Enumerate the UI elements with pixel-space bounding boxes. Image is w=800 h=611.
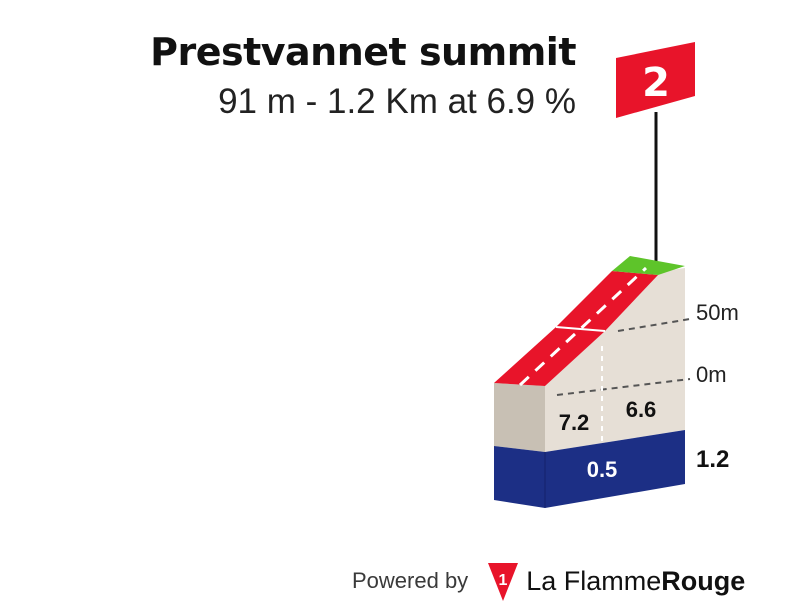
distance-base-band <box>494 430 685 508</box>
flamme-rouge-logo-icon: 1 <box>488 563 519 601</box>
climb-title: Prestvannet summit <box>150 30 576 74</box>
profile-side-wall <box>494 383 545 452</box>
brand-name-light: La Flamme <box>526 565 662 596</box>
split-distance-label: 0.5 <box>587 457 618 482</box>
footer: Powered by 1 La Flamme Rouge <box>352 558 745 604</box>
altitude-gridline-0m <box>556 378 691 396</box>
segment-gradient-label: 7.2 <box>559 410 590 435</box>
road-segment-2 <box>556 271 658 331</box>
climb-summary: 91 m - 1.2 Km at 6.9 % <box>218 82 576 121</box>
altitude-label-0m: 0m <box>696 362 727 387</box>
category-number: 2 <box>642 60 670 106</box>
road-segment-1 <box>494 327 605 386</box>
segment-gradient-label: 6.6 <box>626 397 657 422</box>
brand-name-bold: Rouge <box>661 565 746 596</box>
altitude-gridline-50m <box>617 318 691 332</box>
summit-marker <box>612 256 685 275</box>
logo-number: 1 <box>499 572 508 589</box>
profile-front-wall <box>545 268 685 452</box>
road-centerline <box>518 266 648 387</box>
total-distance-label: 1.2 <box>696 446 729 473</box>
powered-by-text: Powered by <box>352 568 469 593</box>
road-segment-separator <box>555 326 606 332</box>
category-flag-icon <box>616 42 695 118</box>
altitude-label-50m: 50m <box>696 300 739 325</box>
